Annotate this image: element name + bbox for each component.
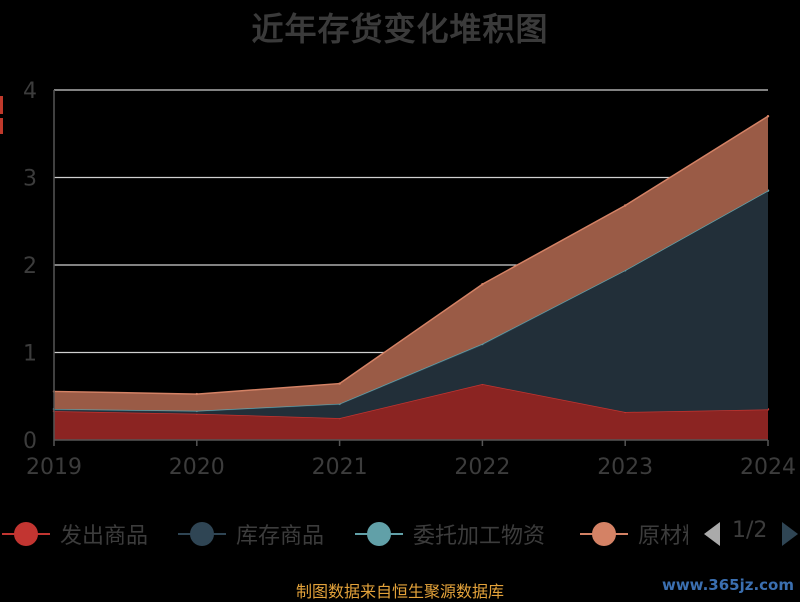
- x-tick-label: 2020: [169, 455, 225, 480]
- y-tick-label: 0: [23, 429, 37, 454]
- y-axis-label-mark: [0, 96, 3, 136]
- y-tick-label: 3: [23, 167, 37, 192]
- x-tick-label: 2024: [740, 455, 796, 480]
- legend-pager: 1/2: [700, 514, 800, 554]
- legend-label: 发出商品: [60, 524, 149, 549]
- x-tick-label: 2023: [597, 455, 653, 480]
- legend-symbol-icon: [580, 514, 628, 554]
- legend-symbol-icon: [355, 514, 403, 554]
- legend-label: 库存商品: [236, 524, 325, 549]
- legend-item-series-0[interactable]: 发出商品: [2, 514, 148, 554]
- legend: 发出商品 库存商品 委托加工物资 原材料 1/2: [0, 514, 800, 554]
- legend-label: 原材料: [638, 524, 688, 549]
- watermark-logo[interactable]: www.365jz.com: [661, 576, 794, 594]
- legend-page-info: 1/2: [732, 518, 768, 543]
- x-tick-label: 2022: [454, 455, 510, 480]
- legend-items-viewport: 发出商品 库存商品 委托加工物资 原材料: [0, 514, 688, 554]
- legend-symbol-icon: [178, 514, 226, 554]
- legend-item-series-1[interactable]: 库存商品: [178, 514, 324, 554]
- data-point-series-3: [481, 283, 484, 286]
- y-tick-label: 4: [23, 79, 37, 104]
- area-series-0: [54, 384, 768, 440]
- data-point-series-3: [338, 382, 341, 385]
- legend-label: 委托加工物资: [413, 524, 546, 549]
- x-tick-label: 2019: [26, 455, 82, 480]
- data-point-series-3: [624, 204, 627, 207]
- chart-title: 近年存货变化堆积图: [251, 10, 549, 48]
- data-source-note: 制图数据来自恒生聚源数据库: [295, 582, 504, 601]
- legend-item-series-2[interactable]: 委托加工物资: [355, 514, 545, 554]
- area-series-3: [54, 116, 768, 411]
- y-tick-label: 2: [23, 254, 37, 279]
- legend-item-series-3[interactable]: 原材料: [580, 514, 688, 554]
- y-tick-label: 1: [23, 342, 37, 367]
- data-point-series-3: [195, 392, 198, 396]
- legend-symbol-icon: [2, 514, 50, 554]
- line-series-3: [53, 115, 769, 395]
- area-series-1: [54, 190, 768, 419]
- data-point-series-3: [766, 115, 770, 118]
- legend-prev-page-icon[interactable]: [704, 522, 720, 546]
- legend-next-page-icon[interactable]: [782, 522, 798, 546]
- x-tick-label: 2021: [312, 455, 368, 480]
